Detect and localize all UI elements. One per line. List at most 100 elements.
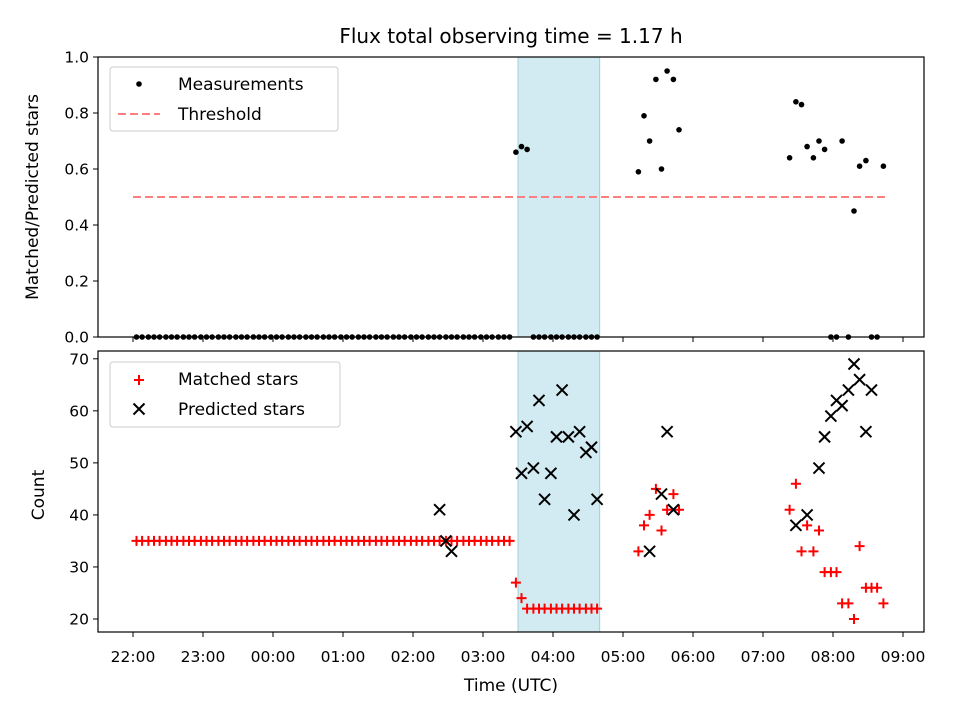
measurement-point xyxy=(856,163,863,169)
matched-star-point xyxy=(674,504,684,515)
measurement-point xyxy=(635,169,642,175)
measurement-point xyxy=(518,143,525,150)
legend-label-predicted: Predicted stars xyxy=(178,400,305,420)
chart-title: Flux total observing time = 1.17 h xyxy=(339,24,682,48)
top-legend: Measurements Threshold xyxy=(109,66,339,132)
matched-star-point xyxy=(662,504,673,515)
measurement-point xyxy=(786,155,793,161)
predicted-star-point xyxy=(562,430,575,444)
predicted-star-point xyxy=(824,409,838,423)
predicted-star-point xyxy=(527,461,540,475)
x-axis-label: Time (UTC) xyxy=(463,676,558,696)
bottom-y-tick-label: 20 xyxy=(69,610,89,628)
x-tick-label: 03:00 xyxy=(461,648,506,666)
measurement-point xyxy=(646,138,653,144)
top-plot-ratio: 0.0 0.2 0.4 0.6 0.8 1.0 Measurements Threshold xyxy=(64,49,925,347)
predicted-star-point xyxy=(853,373,866,386)
predicted-star-point xyxy=(445,545,458,558)
legend-label-threshold: Threshold xyxy=(177,105,262,125)
matched-star-point xyxy=(504,535,515,546)
x-tick-label: 05:00 xyxy=(601,648,646,666)
bottom-y-tick-label: 40 xyxy=(69,506,89,524)
predicted-star-point xyxy=(433,503,446,516)
top-y-tick-label: 0.0 xyxy=(64,329,89,347)
matched-star-point xyxy=(784,504,795,515)
measurement-point xyxy=(810,155,817,161)
matched-star-point xyxy=(878,598,889,609)
x-tick-label: 01:00 xyxy=(321,648,366,666)
measurement-point xyxy=(524,146,530,153)
matched-star-point xyxy=(639,520,649,531)
bottom-y-tick-label: 50 xyxy=(69,454,89,472)
predicted-star-point xyxy=(555,383,569,397)
matched-star-point xyxy=(849,613,859,624)
measurement-point xyxy=(670,76,677,83)
measurement-point xyxy=(676,127,682,133)
measurement-point xyxy=(793,99,799,105)
matched-star-point xyxy=(656,525,667,536)
bottom-y-tick-label: 70 xyxy=(69,350,89,368)
matched-star-point xyxy=(790,478,801,489)
matched-star-point xyxy=(516,593,527,604)
matched-star-point xyxy=(510,577,521,588)
predicted-star-point xyxy=(515,467,528,480)
x-tick-label: 04:00 xyxy=(531,648,576,666)
bottom-plot-counts: 20 30 40 50 60 70 22:00 23:00 00:00 01:00 02:00 03:… xyxy=(69,350,925,666)
legend-marker-matched xyxy=(134,375,144,385)
bottom-legend: Matched stars Predicted stars xyxy=(109,361,341,428)
top-y-tick-label: 0.2 xyxy=(64,273,89,291)
predicted-star-point xyxy=(532,394,546,407)
x-tick-label: 02:00 xyxy=(391,648,436,666)
measurement-point xyxy=(804,143,810,150)
top-y-tick-label: 0.8 xyxy=(64,105,89,123)
x-tick-label: 09:00 xyxy=(881,648,926,666)
top-plot-frame xyxy=(97,56,925,338)
measurement-point xyxy=(839,138,845,144)
predicted-star-point xyxy=(544,467,558,480)
predicted-star-point xyxy=(439,534,453,548)
predicted-star-point xyxy=(812,461,826,475)
predicted-star-point xyxy=(550,430,563,444)
predicted-star-point xyxy=(842,383,855,397)
matched-star-point xyxy=(592,603,603,614)
predicted-star-point xyxy=(800,508,814,522)
measurement-point xyxy=(880,163,887,169)
matched-star-point xyxy=(802,520,813,531)
bottom-y-tick-label: 60 xyxy=(69,402,89,420)
measurement-point xyxy=(658,166,665,172)
matched-star-point xyxy=(854,541,865,552)
x-tick-label: 06:00 xyxy=(671,648,716,666)
top-y-tick-label: 0.6 xyxy=(64,161,89,179)
bottom-y-axis-label: Count xyxy=(29,469,49,520)
predicted-star-point xyxy=(509,425,523,438)
predicted-star-point xyxy=(660,425,674,438)
top-y-tick-label: 1.0 xyxy=(64,49,89,67)
predicted-star-point xyxy=(585,441,598,454)
measurement-point xyxy=(653,76,659,83)
matched-star-point xyxy=(668,489,679,500)
legend-marker-predicted xyxy=(132,402,146,416)
measurement-point xyxy=(641,113,647,119)
predicted-star-point xyxy=(847,357,861,371)
top-y-axis-label: Matched/Predicted stars xyxy=(23,94,43,300)
measurement-point xyxy=(513,149,519,155)
predicted-star-point xyxy=(655,487,668,501)
predicted-star-point xyxy=(859,425,873,438)
x-tick-label: 08:00 xyxy=(811,648,856,666)
measurement-point xyxy=(851,208,857,214)
x-tick-label: 07:00 xyxy=(741,648,786,666)
top-y-tick-label: 0.4 xyxy=(64,217,89,235)
matched-star-point xyxy=(808,546,819,557)
predicted-star-point xyxy=(567,508,581,522)
legend-label-measurements: Measurements xyxy=(178,75,304,95)
measurement-point xyxy=(863,157,869,164)
x-tick-label: 22:00 xyxy=(111,648,156,666)
predicted-star-point xyxy=(818,430,831,444)
matched-star-point xyxy=(872,582,883,593)
predicted-star-point xyxy=(643,545,656,558)
predicted-star-point xyxy=(538,493,551,506)
predicted-star-point xyxy=(667,503,680,516)
bottom-plot-frame xyxy=(97,350,925,633)
measurement-point xyxy=(821,146,828,153)
